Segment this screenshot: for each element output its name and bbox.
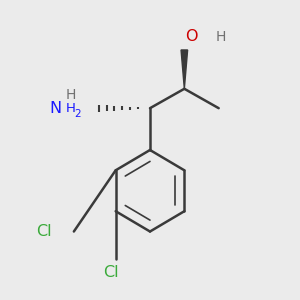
Text: N: N <box>50 101 62 116</box>
Text: H: H <box>216 29 226 44</box>
Text: 2: 2 <box>74 109 81 119</box>
Text: Cl: Cl <box>36 224 52 239</box>
Text: Cl: Cl <box>103 265 119 280</box>
Text: H: H <box>65 102 75 115</box>
Polygon shape <box>181 50 188 89</box>
Text: O: O <box>186 29 198 44</box>
Text: H: H <box>66 88 76 102</box>
